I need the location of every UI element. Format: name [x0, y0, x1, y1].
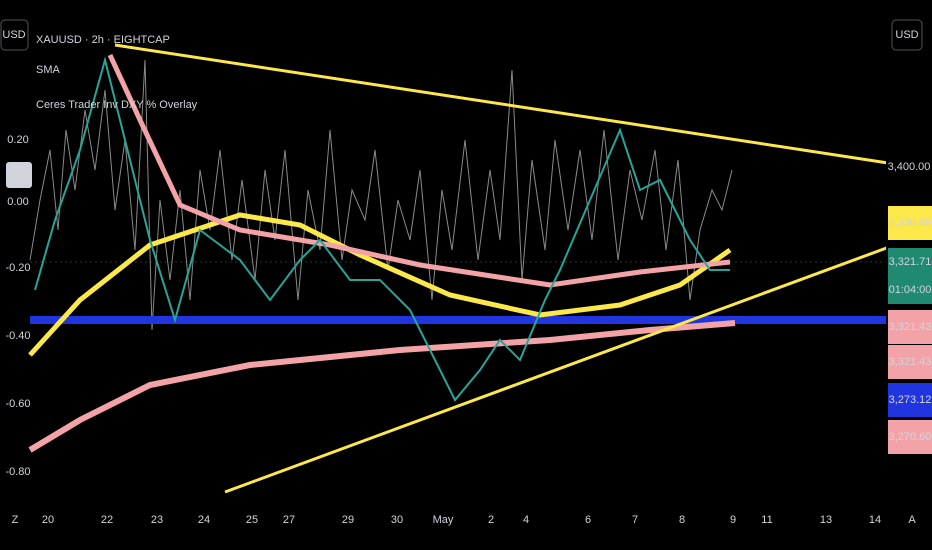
sma-long: [28, 320, 736, 453]
corner-button[interactable]: A: [908, 514, 916, 526]
oscillator: [29, 59, 733, 331]
currency-button[interactable]: [891, 19, 923, 51]
time-label: 8: [679, 514, 685, 526]
price: [34, 56, 730, 402]
time-label: May: [433, 514, 454, 526]
axis-label: 0.09: [7, 169, 28, 181]
price-label: 3,273.12: [889, 394, 932, 406]
price-badge: [888, 383, 932, 417]
price-badge: [888, 310, 932, 344]
right-axis: 3,400.00 3,330.89 3,321.71 01:04:00 3,321.43…: [888, 161, 932, 454]
time-label: 20: [42, 514, 54, 526]
time-label: 6: [585, 514, 591, 526]
time-label: 14: [869, 514, 881, 526]
time-label: 2: [488, 514, 494, 526]
price-label: 3,321.43: [889, 321, 932, 333]
currency: USD: [2, 29, 25, 41]
price-badge: [888, 276, 932, 304]
axis-label: -0.20: [5, 262, 30, 274]
time-label: 29: [342, 514, 354, 526]
price-badge: [888, 248, 932, 276]
time-label: 27: [283, 514, 295, 526]
price-label: 3,321.43: [889, 356, 932, 368]
price-label: 3,321.71: [889, 256, 932, 268]
trendline-upper: [114, 43, 889, 165]
value-badge: [6, 162, 32, 188]
price-label: 3,330.89: [889, 217, 932, 229]
legend-item: Ceres Trader Inv DXY % Overlay: [36, 99, 198, 111]
time-axis: Z 20 22 23 24 25 27 29 30 May 2 4 6 7 8 9 11 13 14 A: [12, 514, 917, 526]
time-label: 24: [198, 514, 210, 526]
axis-label: -0.40: [5, 330, 30, 342]
sma-mid: [28, 212, 732, 357]
price-label: 3,270.60: [889, 431, 932, 443]
time-label: 30: [391, 514, 403, 526]
axis-label: 3,400.00: [888, 161, 931, 173]
axis-label: 0.00: [7, 196, 28, 208]
price-badge: [888, 420, 932, 454]
price-badge: [888, 345, 932, 379]
time-label: 13: [820, 514, 832, 526]
sma-short: [107, 53, 731, 288]
time-axis-bg: [0, 505, 932, 550]
axis-label: -0.60: [5, 398, 30, 410]
axis-label: 0.20: [7, 134, 28, 146]
legend-item: SMA: [36, 64, 61, 76]
price-badge: [888, 206, 932, 240]
time-label: 4: [523, 514, 529, 526]
axis-label: -0.80: [5, 466, 30, 478]
corner-button[interactable]: Z: [12, 514, 19, 526]
trendline-lower: [224, 241, 901, 494]
time-label: 23: [151, 514, 163, 526]
left-axis: 0.20 0.09 0.00 -0.20 -0.40 -0.60 -0.80: [5, 134, 32, 478]
time-label: 9: [730, 514, 736, 526]
legend-symbol: XAUUSD · 2h · EIGHTCAP: [36, 34, 170, 46]
currency: USD: [895, 29, 918, 41]
time-label: 11: [761, 514, 772, 526]
time-label: 25: [246, 514, 258, 526]
currency-button[interactable]: [0, 19, 29, 51]
time-label: 22: [101, 514, 113, 526]
time-label: 7: [632, 514, 638, 526]
price-label: 01:04:00: [889, 284, 932, 296]
